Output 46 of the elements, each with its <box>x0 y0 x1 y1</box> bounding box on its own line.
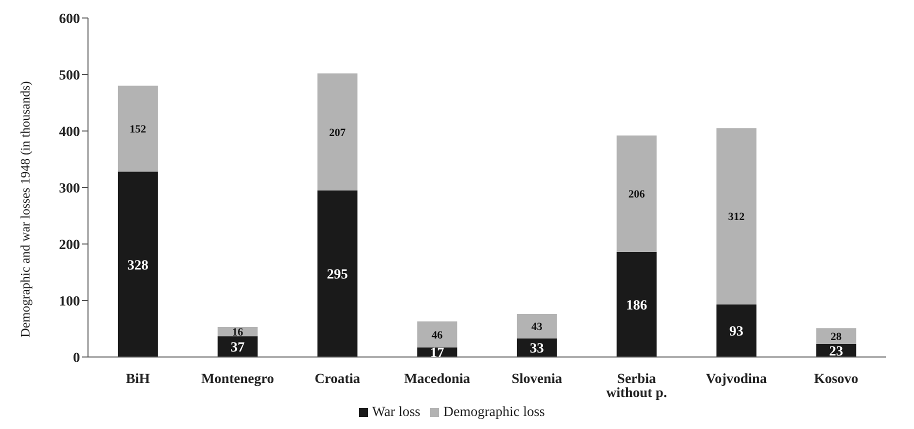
bar <box>716 304 756 357</box>
x-tick-label: Macedonia <box>404 372 470 387</box>
bar <box>317 190 358 357</box>
y-axis-title: Demographic and war losses 1948 (in thousands) <box>18 81 33 338</box>
bar <box>118 86 158 172</box>
data-label: 43 <box>531 321 543 334</box>
bar <box>616 136 657 252</box>
bar <box>118 172 158 357</box>
data-label: 186 <box>626 298 648 314</box>
x-tick-label: Kosovo <box>814 372 858 387</box>
x-tick-label: Slovenia <box>512 372 562 387</box>
data-label: 23 <box>829 344 844 360</box>
x-tick-label: Vojvodina <box>706 372 767 387</box>
bar <box>716 128 756 304</box>
data-label: 206 <box>628 188 646 201</box>
bar <box>218 336 258 357</box>
x-tick-label: BiH <box>126 372 150 387</box>
bar <box>417 321 458 348</box>
legend-label: Demographic loss <box>443 405 545 420</box>
data-label: 16 <box>232 326 244 338</box>
y-tick-label: 0 <box>73 350 80 366</box>
data-label: 207 <box>329 126 346 139</box>
y-tick-label: 600 <box>59 12 80 27</box>
data-label: 152 <box>130 124 147 136</box>
data-label: 28 <box>830 331 842 343</box>
data-label: 93 <box>729 324 744 340</box>
data-label: 328 <box>127 258 148 274</box>
bar <box>816 328 856 344</box>
x-tick-label: Croatia <box>314 372 360 387</box>
y-tick-label: 100 <box>59 294 80 310</box>
data-label: 312 <box>728 211 746 224</box>
data-label: 295 <box>326 268 348 283</box>
bar <box>317 73 358 190</box>
x-tick-label: Montenegro <box>201 372 274 387</box>
y-tick-label: 400 <box>59 124 80 140</box>
data-label: 33 <box>530 342 544 357</box>
y-tick-label: 500 <box>59 68 80 84</box>
data-label: 46 <box>432 329 444 342</box>
data-label: 37 <box>230 340 245 356</box>
y-tick-label: 200 <box>59 238 80 253</box>
bar <box>516 314 557 338</box>
x-tick-label: Serbia without p. <box>606 372 667 401</box>
bar <box>616 252 657 357</box>
data-label: 17 <box>430 346 444 362</box>
y-tick-label: 300 <box>59 181 80 196</box>
legend-label: War loss <box>372 405 420 420</box>
